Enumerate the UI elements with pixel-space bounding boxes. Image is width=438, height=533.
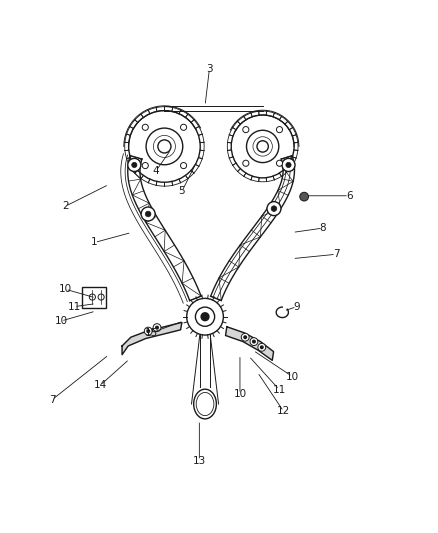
Text: 14: 14 [94, 380, 107, 390]
Text: 3: 3 [206, 64, 213, 74]
Circle shape [142, 124, 148, 131]
Text: 9: 9 [293, 302, 300, 312]
Polygon shape [122, 322, 182, 354]
Text: 12: 12 [277, 407, 290, 416]
Text: 11: 11 [272, 385, 286, 394]
Circle shape [286, 163, 291, 167]
Text: 13: 13 [193, 456, 206, 466]
Circle shape [276, 126, 283, 133]
Circle shape [282, 158, 295, 172]
Text: 2: 2 [62, 201, 69, 211]
Text: 15: 15 [145, 328, 158, 338]
Circle shape [253, 340, 255, 343]
Circle shape [267, 201, 281, 216]
FancyBboxPatch shape [82, 287, 106, 308]
Circle shape [276, 160, 283, 166]
Circle shape [258, 343, 266, 351]
Circle shape [180, 124, 187, 131]
Text: 5: 5 [179, 187, 185, 196]
Text: 8: 8 [320, 223, 326, 233]
Circle shape [142, 163, 148, 168]
Circle shape [147, 330, 150, 333]
Text: 7: 7 [333, 249, 339, 259]
Circle shape [132, 163, 137, 167]
Circle shape [261, 346, 263, 349]
Circle shape [244, 336, 247, 338]
Circle shape [141, 207, 155, 221]
Text: 10: 10 [54, 316, 67, 326]
Text: 10: 10 [286, 372, 299, 382]
Circle shape [145, 327, 152, 335]
Circle shape [201, 313, 209, 321]
Circle shape [271, 206, 277, 212]
Text: 1: 1 [91, 238, 98, 247]
Circle shape [128, 158, 141, 172]
Text: 11: 11 [67, 302, 81, 312]
Polygon shape [226, 327, 274, 360]
Circle shape [155, 326, 158, 329]
Circle shape [180, 163, 187, 168]
Circle shape [153, 324, 161, 332]
Text: 6: 6 [346, 191, 353, 201]
Text: 7: 7 [49, 394, 56, 405]
Circle shape [300, 192, 308, 201]
Text: 10: 10 [59, 284, 72, 294]
Circle shape [243, 126, 249, 133]
Circle shape [241, 333, 249, 341]
Text: 10: 10 [233, 389, 247, 399]
Circle shape [257, 141, 268, 152]
Circle shape [158, 140, 171, 153]
Text: 4: 4 [152, 166, 159, 176]
Circle shape [145, 211, 151, 217]
Circle shape [243, 160, 249, 166]
Circle shape [250, 338, 258, 345]
